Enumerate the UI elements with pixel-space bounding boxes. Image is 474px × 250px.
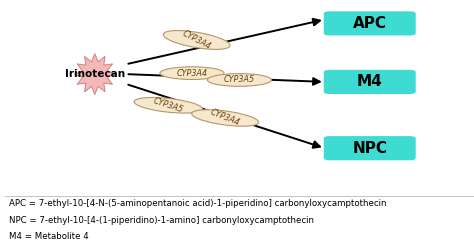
Text: M4 = Metabolite 4: M4 = Metabolite 4	[9, 232, 89, 241]
Text: CYP3A5: CYP3A5	[224, 76, 255, 84]
Text: CYP3A4: CYP3A4	[176, 68, 208, 78]
Polygon shape	[74, 54, 115, 94]
FancyBboxPatch shape	[324, 136, 416, 160]
Text: M4: M4	[357, 74, 383, 90]
FancyBboxPatch shape	[324, 11, 416, 36]
FancyBboxPatch shape	[324, 70, 416, 94]
Ellipse shape	[191, 110, 259, 126]
Text: Irinotecan: Irinotecan	[65, 69, 125, 79]
Text: CYP3A5: CYP3A5	[152, 96, 184, 114]
Text: APC = 7-ethyl-10-[4-N-(5-aminopentanoic acid)-1-piperidino] carbonyloxycamptothe: APC = 7-ethyl-10-[4-N-(5-aminopentanoic …	[9, 200, 387, 208]
Text: CYP3A4: CYP3A4	[181, 29, 212, 51]
Ellipse shape	[160, 67, 224, 80]
Text: NPC = 7-ethyl-10-[4-(1-piperidino)-1-amino] carbonyloxycamptothecin: NPC = 7-ethyl-10-[4-(1-piperidino)-1-ami…	[9, 216, 314, 225]
Ellipse shape	[207, 74, 271, 86]
Text: NPC: NPC	[352, 141, 387, 156]
Text: CYP3A4: CYP3A4	[209, 108, 241, 128]
Ellipse shape	[134, 98, 202, 113]
Ellipse shape	[164, 30, 230, 50]
Text: APC: APC	[353, 16, 387, 31]
